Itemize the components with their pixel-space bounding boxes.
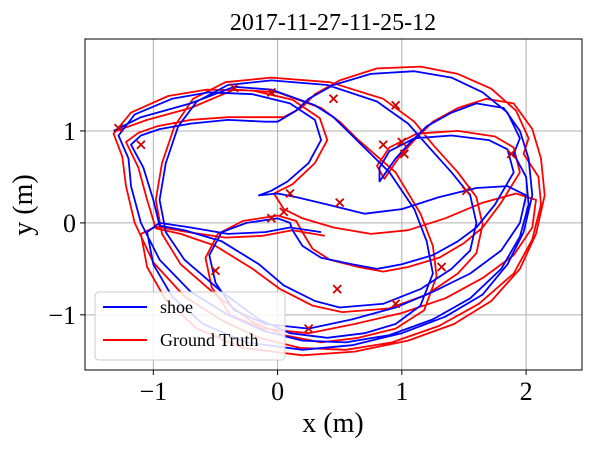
waypoint-marker (335, 198, 345, 208)
x-tick-label: −1 (140, 377, 168, 406)
axis-ticks: −1 0 1 2 −1 0 1 (48, 117, 532, 406)
waypoint-marker (328, 94, 339, 104)
waypoint-marker (506, 149, 516, 159)
waypoint-marker (229, 83, 239, 93)
waypoint-marker (266, 87, 277, 97)
waypoint-marker (266, 213, 277, 223)
waypoint-markers (113, 83, 516, 334)
legend-label-shoe: shoe (160, 297, 193, 317)
waypoint-marker (279, 207, 289, 217)
y-tick-label: −1 (48, 301, 76, 330)
waypoint-marker (210, 266, 221, 276)
waypoint-marker (113, 123, 124, 133)
legend-label-ground-truth: Ground Truth (160, 330, 259, 350)
y-axis-label: y (m) (8, 174, 39, 235)
waypoint-marker (304, 323, 314, 334)
series-lines (112, 65, 546, 357)
x-axis-label: x (m) (302, 408, 363, 439)
waypoint-marker (332, 284, 342, 294)
waypoint-marker (136, 140, 146, 150)
series-line-shoe (113, 70, 534, 351)
x-tick-label: 1 (395, 377, 408, 406)
waypoint-marker (461, 186, 472, 196)
x-tick-label: 2 (520, 377, 533, 406)
waypoint-marker (378, 140, 388, 150)
y-tick-label: 0 (63, 209, 76, 238)
y-tick-label: 1 (63, 117, 76, 146)
waypoint-marker (285, 188, 295, 199)
waypoint-marker (390, 100, 401, 110)
x-tick-label: 0 (271, 377, 284, 406)
legend-box (94, 291, 286, 361)
plot-frame (84, 38, 583, 371)
waypoint-marker (390, 299, 401, 309)
waypoint-marker (397, 137, 407, 147)
series-line-ground-truth (112, 65, 546, 357)
legend: shoe Ground Truth (94, 291, 286, 361)
waypoint-marker (436, 262, 447, 272)
waypoint-marker (399, 149, 409, 159)
chart-title: 2017-11-27-11-25-12 (230, 10, 436, 36)
